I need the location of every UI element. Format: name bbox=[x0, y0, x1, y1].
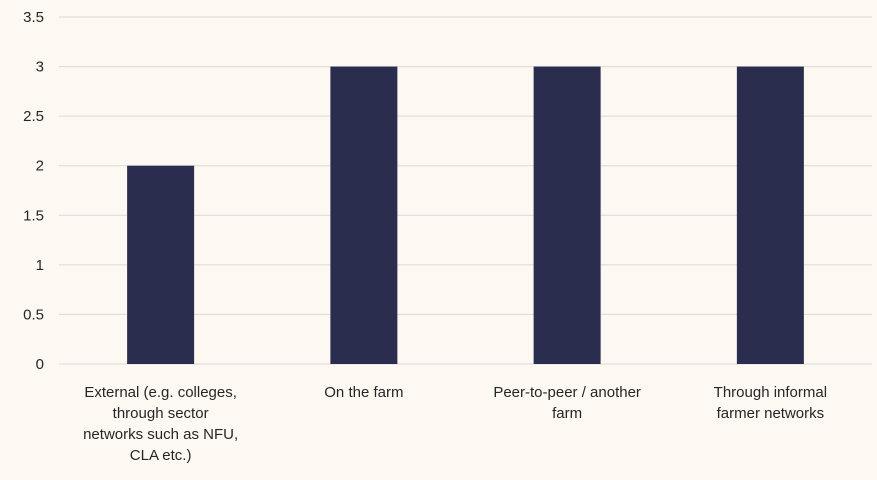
y-tick-label: 3 bbox=[36, 59, 44, 76]
bar bbox=[533, 66, 601, 365]
y-tick-label: 2 bbox=[36, 158, 44, 175]
x-axis-category-labels: External (e.g. colleges, through sector ne… bbox=[83, 384, 827, 464]
bar bbox=[127, 165, 195, 364]
x-category-label-line: networks such as NFU, bbox=[83, 426, 238, 443]
x-category-label-line: On the farm bbox=[324, 384, 403, 401]
bar bbox=[330, 66, 398, 365]
y-axis-tick-labels: 0 0.5 1 1.5 2 2.5 3 3.5 bbox=[23, 9, 44, 373]
bar bbox=[736, 66, 804, 365]
gridlines bbox=[59, 16, 872, 365]
x-category-label-line: through sector bbox=[113, 405, 209, 422]
y-tick-label: 2.5 bbox=[23, 108, 44, 125]
x-category-label-line: farm bbox=[552, 405, 582, 422]
x-category-label-line: External (e.g. colleges, bbox=[84, 384, 237, 401]
x-category-label-line: farmer networks bbox=[717, 405, 825, 422]
y-tick-label: 1.5 bbox=[23, 207, 44, 224]
x-category-label: On the farm bbox=[324, 384, 403, 401]
x-category-label: Peer-to-peer / another farm bbox=[493, 384, 641, 422]
bars bbox=[127, 66, 804, 365]
x-category-label: Through informal farmer networks bbox=[714, 384, 827, 422]
y-tick-label: 0 bbox=[36, 356, 44, 373]
x-category-label-line: CLA etc.) bbox=[130, 447, 192, 464]
x-category-label: External (e.g. colleges, through sector ne… bbox=[83, 384, 238, 464]
y-tick-label: 1 bbox=[36, 257, 44, 274]
y-tick-label: 0.5 bbox=[23, 306, 44, 323]
x-category-label-line: Peer-to-peer / another bbox=[493, 384, 641, 401]
x-category-label-line: Through informal bbox=[714, 384, 827, 401]
y-tick-label: 3.5 bbox=[23, 9, 44, 26]
